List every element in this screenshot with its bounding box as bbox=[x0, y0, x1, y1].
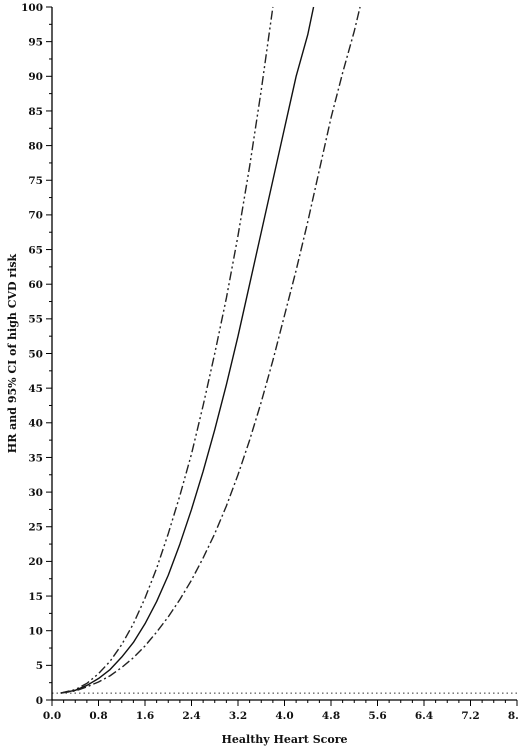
y-tick-label: 40 bbox=[28, 418, 43, 430]
x-tick-label: 5.6 bbox=[368, 710, 386, 722]
x-tick-label: 0.0 bbox=[43, 710, 61, 722]
y-axis: 0 5 10 15 20 25 30 35 40 45 50 55 60 65 70 75 80 85 90 95 10… bbox=[21, 2, 53, 707]
x-tick-label: 3.2 bbox=[229, 710, 247, 722]
x-tick-label: 8.0 bbox=[508, 710, 519, 722]
x-tick-label: 2.4 bbox=[182, 710, 200, 722]
x-tick-label: 7.2 bbox=[461, 710, 479, 722]
y-tick-label: 20 bbox=[28, 556, 43, 568]
y-tick-label: 100 bbox=[21, 2, 43, 14]
x-axis-title: Healthy Heart Score bbox=[222, 733, 348, 746]
series-line-hr bbox=[60, 6, 315, 694]
y-tick-label: 85 bbox=[28, 106, 43, 118]
x-tick-label: 0.8 bbox=[89, 710, 107, 722]
x-tick-label: 4.8 bbox=[322, 710, 340, 722]
y-tick-label: 80 bbox=[28, 140, 43, 152]
y-tick-label: 55 bbox=[28, 314, 43, 326]
y-tick-label: 50 bbox=[28, 348, 43, 360]
x-tick-label: 1.6 bbox=[136, 710, 154, 722]
y-tick-label: 65 bbox=[28, 244, 43, 256]
y-tick-label: 30 bbox=[28, 487, 43, 499]
series-line-lower-ci bbox=[60, 6, 361, 694]
y-tick-label: 25 bbox=[28, 522, 43, 534]
y-tick-label: 5 bbox=[36, 660, 43, 672]
y-tick-label: 15 bbox=[28, 591, 43, 603]
y-tick-label: 95 bbox=[28, 36, 43, 48]
y-tick-label: 10 bbox=[28, 626, 43, 638]
x-axis: 0.0 0.8 1.6 2.4 3.2 4.0 4.8 5.6 6.4 7.2 8.0 bbox=[43, 699, 519, 722]
y-tick-label: 75 bbox=[28, 175, 43, 187]
y-tick-label: 90 bbox=[28, 71, 43, 83]
y-tick-label: 45 bbox=[28, 383, 43, 395]
y-axis-title: HR and 95% CI of high CVD risk bbox=[6, 253, 19, 453]
series-line-upper-ci bbox=[60, 6, 274, 694]
y-tick-label: 70 bbox=[28, 210, 43, 222]
plot-area bbox=[52, 6, 517, 694]
y-tick-label: 60 bbox=[28, 279, 43, 291]
y-tick-label: 0 bbox=[36, 695, 43, 707]
x-tick-label: 6.4 bbox=[415, 710, 433, 722]
y-tick-label: 35 bbox=[28, 452, 43, 464]
x-tick-label: 4.0 bbox=[275, 710, 293, 722]
